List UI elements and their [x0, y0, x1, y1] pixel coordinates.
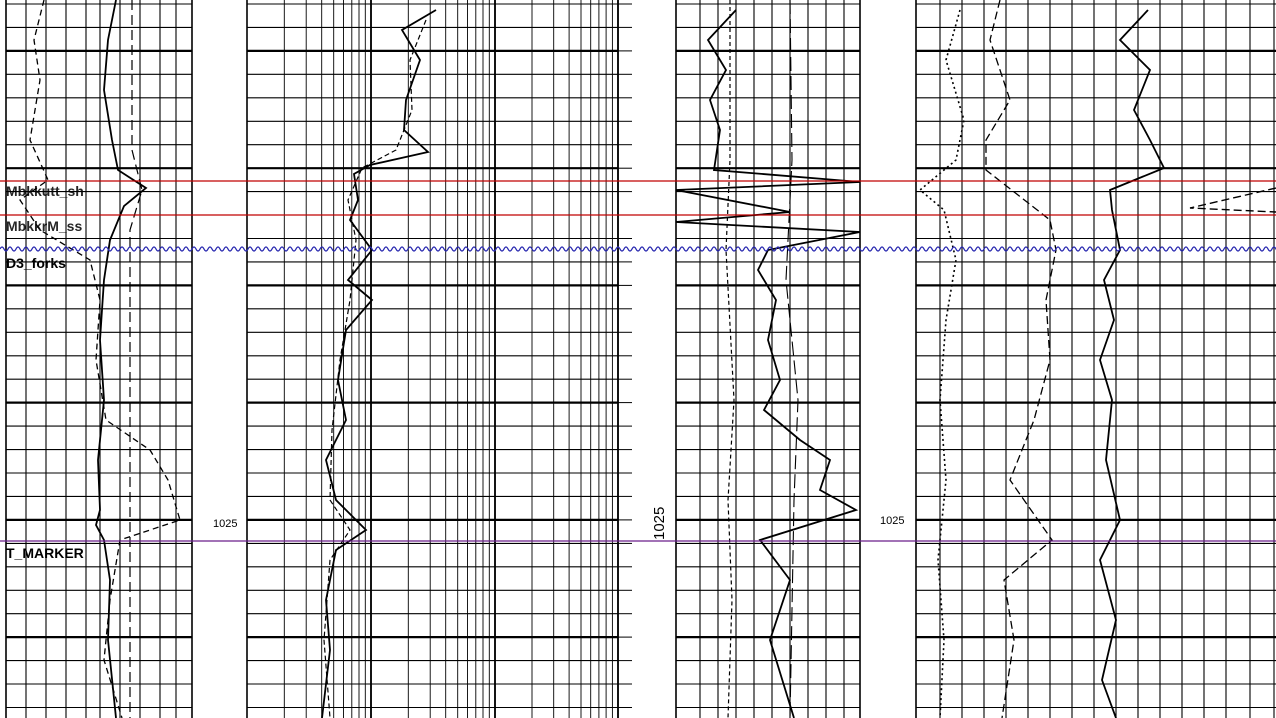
- formation-top-label: Mbkkutt_sh: [6, 183, 84, 199]
- log-track-density: [915, 0, 1276, 718]
- curve-gamma-ray: [95, 0, 148, 718]
- formation-top-label: D3_forks: [6, 255, 66, 271]
- log-track-resistivity: [246, 0, 619, 718]
- formation-top-lines: [0, 180, 1276, 542]
- curve-shear: [918, 9, 965, 718]
- curve-shallow-resistivity: [323, 19, 427, 718]
- log-curves: [19, 0, 1276, 718]
- curve-neutron-porosity: [675, 9, 861, 718]
- curve-compressional: [985, 0, 1057, 718]
- curve-deep-resistivity: [321, 9, 437, 718]
- curve-caliper: [129, 0, 143, 718]
- log-track-porosity: [675, 0, 861, 718]
- depth-label: 1025: [213, 518, 237, 530]
- curve-pe: [785, 0, 799, 718]
- depth-scale-ticks: [617, 0, 632, 718]
- formation-top-label: T_MARKER: [6, 545, 84, 561]
- depth-label: 1025: [880, 515, 904, 527]
- formation-top-line-unconformity: [0, 246, 1276, 252]
- formation-top-label: MbkkrM_ss: [6, 218, 82, 234]
- curve-sp: [19, 0, 181, 718]
- curve-acoustic-offscale: [1189, 187, 1276, 213]
- curve-acoustic: [1099, 9, 1166, 718]
- depth-label: 1025: [651, 507, 668, 540]
- curve-density-porosity: [725, 0, 735, 718]
